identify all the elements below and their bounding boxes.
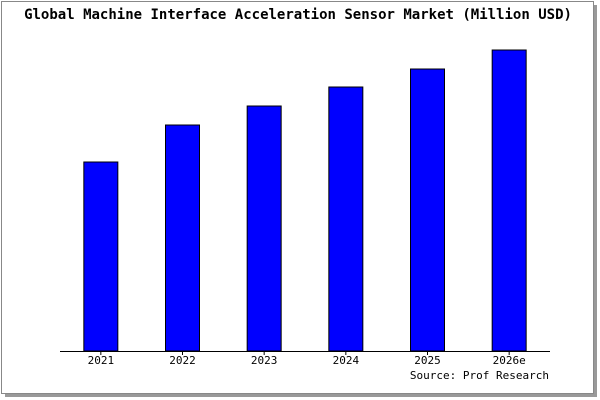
x-tick-label: 2023 (251, 354, 278, 367)
x-tick-label: 2025 (414, 354, 441, 367)
bar (410, 68, 445, 352)
chart-title: Global Machine Interface Acceleration Se… (24, 7, 572, 23)
bar (246, 105, 282, 352)
bar (165, 124, 200, 352)
x-tick-label: 2022 (169, 354, 196, 367)
x-tick-label: 2024 (333, 354, 360, 367)
x-tick-label: 2026e (493, 354, 526, 367)
x-tick-label: 2021 (88, 354, 115, 367)
bar (83, 161, 119, 352)
bar (328, 86, 364, 352)
bar (491, 49, 527, 352)
source-note: Source: Prof Research (410, 369, 549, 382)
